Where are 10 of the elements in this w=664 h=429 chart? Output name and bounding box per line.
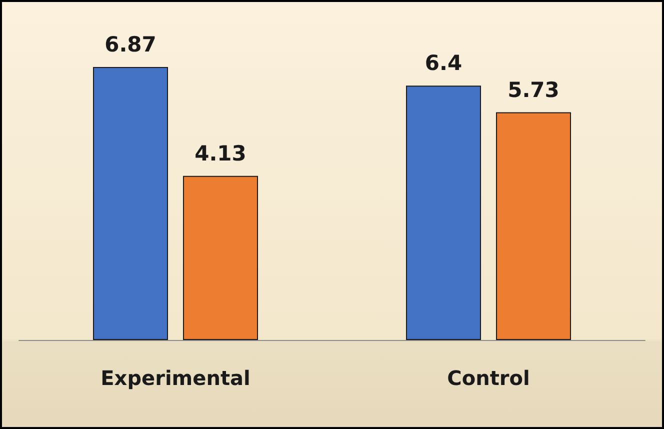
bar (93, 67, 168, 340)
data-label: 6.87 (104, 32, 156, 56)
data-label: 6.4 (424, 51, 462, 76)
bar (183, 176, 258, 340)
data-label: 4.13 (194, 141, 246, 166)
bar (496, 112, 571, 340)
bar (406, 86, 481, 340)
x-tick-label: Control (447, 366, 530, 390)
data-label: 5.73 (508, 78, 560, 102)
x-tick-label: Experimental (100, 366, 250, 390)
